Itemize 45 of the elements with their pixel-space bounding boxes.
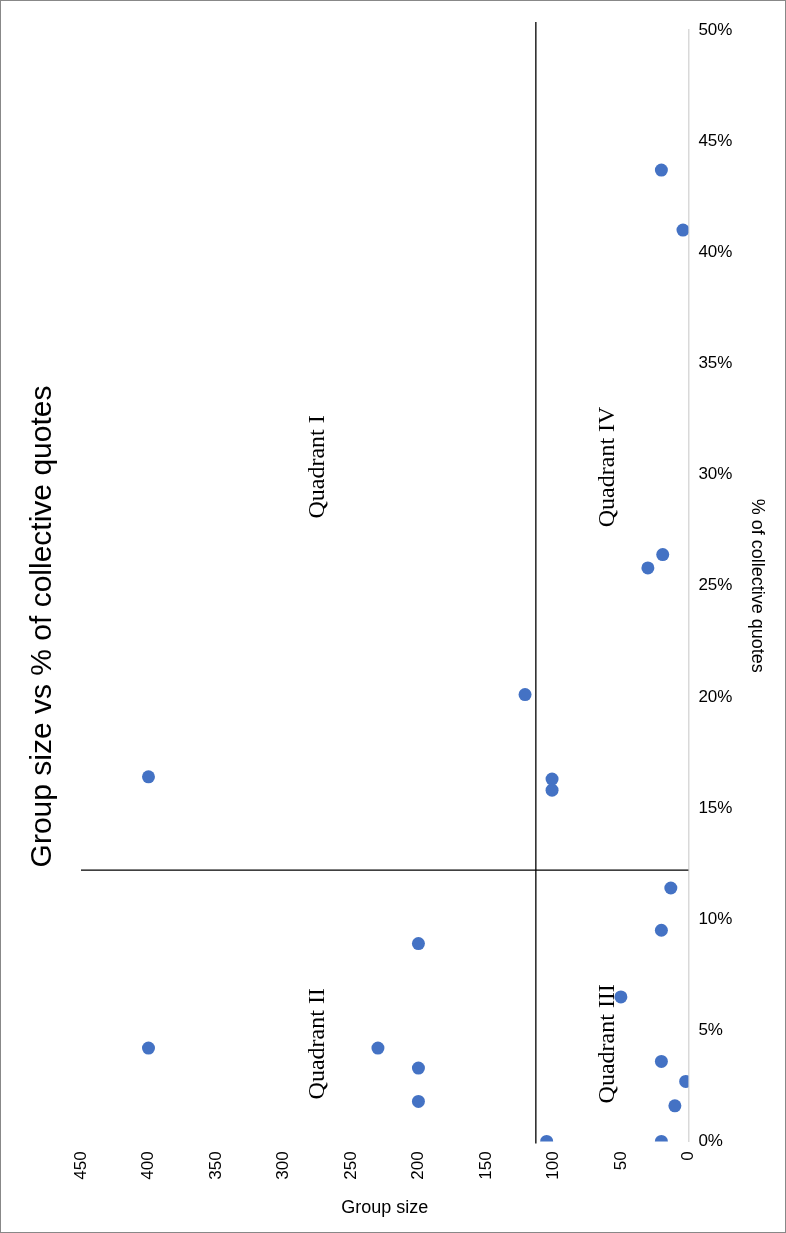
point <box>668 1099 682 1113</box>
y-tick-label: 40% <box>698 241 733 261</box>
point <box>676 223 689 237</box>
x-tick-label: 250 <box>340 1151 360 1180</box>
point <box>371 1041 385 1055</box>
point <box>656 548 670 562</box>
x-tick-label: 450 <box>70 1151 90 1180</box>
point <box>518 688 532 702</box>
point <box>664 881 678 895</box>
point <box>654 923 668 937</box>
y-tick-label: 30% <box>698 464 733 484</box>
x-tick-label: 50 <box>610 1151 630 1171</box>
x-tick-label: 400 <box>138 1151 158 1180</box>
x-tick-label: 200 <box>408 1151 428 1180</box>
annotation: Quadrant I <box>302 415 329 519</box>
point <box>654 163 668 177</box>
x-tick-label: 0 <box>678 1151 698 1161</box>
y-tick-label: 50% <box>698 19 733 39</box>
annotation: Quadrant II <box>302 988 329 1100</box>
x-tick-label: 350 <box>205 1151 225 1180</box>
y-tick-label: 20% <box>698 686 733 706</box>
point <box>411 1094 425 1108</box>
point <box>141 770 155 784</box>
y-tick-label: 5% <box>698 1019 723 1039</box>
point <box>411 937 425 951</box>
x-tick-label: 100 <box>543 1151 563 1180</box>
y-tick-label: 0% <box>698 1131 723 1151</box>
x-tick-label: 300 <box>273 1151 293 1180</box>
point <box>614 990 628 1004</box>
point <box>654 1054 668 1068</box>
y-tick-label: 15% <box>698 797 733 817</box>
y-axis-title: % of collective quotes <box>748 498 769 673</box>
point <box>411 1061 425 1075</box>
y-tick-label: 10% <box>698 908 733 928</box>
x-tick-label: 150 <box>475 1151 495 1180</box>
annotation: Quadrant III <box>592 984 619 1104</box>
y-tick-label: 35% <box>698 353 733 373</box>
x-axis-title: Group size <box>341 1197 429 1218</box>
point <box>141 1041 155 1055</box>
annotation: Quadrant IV <box>592 405 619 528</box>
point <box>545 783 559 797</box>
y-tick-label: 45% <box>698 130 733 150</box>
y-tick-label: 25% <box>698 575 733 595</box>
text: Group size vs % of collective quotes <box>24 385 58 868</box>
point <box>641 561 655 575</box>
